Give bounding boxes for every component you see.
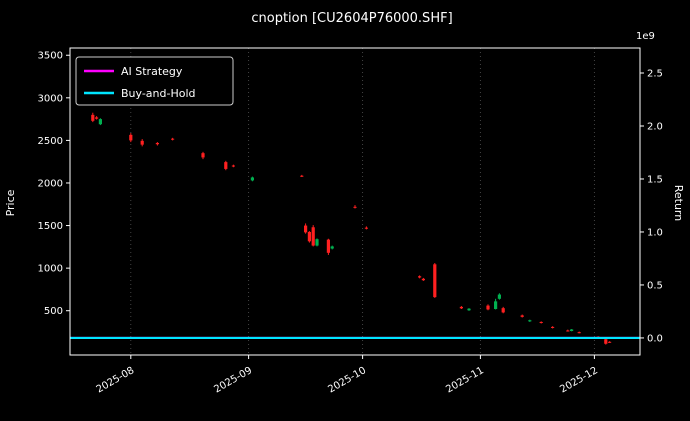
candle-body bbox=[520, 315, 524, 317]
left-tick-label: 2500 bbox=[38, 136, 63, 147]
candle-body bbox=[551, 326, 555, 328]
candle-body bbox=[421, 278, 425, 281]
candle-body bbox=[494, 301, 498, 310]
right-axis-label: Return bbox=[672, 185, 685, 222]
candle-body bbox=[570, 329, 574, 331]
candle-body bbox=[501, 308, 505, 313]
right-tick-label: 0.5 bbox=[647, 280, 663, 291]
candle-body bbox=[433, 264, 437, 298]
plot-border bbox=[69, 47, 641, 356]
candle-body bbox=[311, 227, 315, 246]
candle-body bbox=[231, 165, 235, 167]
candle-body bbox=[459, 306, 463, 309]
candle-body bbox=[528, 320, 532, 322]
candle-body bbox=[486, 305, 490, 310]
candle-body bbox=[201, 153, 205, 158]
right-tick-label: 1.5 bbox=[647, 174, 663, 185]
candle-body bbox=[224, 162, 228, 169]
candle-body bbox=[577, 332, 581, 334]
candle-body bbox=[353, 206, 357, 208]
candle-body bbox=[326, 239, 330, 253]
right-tick-label: 1.0 bbox=[647, 227, 663, 238]
candle-body bbox=[250, 177, 254, 181]
candle-body bbox=[497, 294, 501, 299]
candle-body bbox=[418, 276, 422, 278]
right-tick-label: 0.0 bbox=[647, 333, 663, 344]
left-tick-label: 3000 bbox=[38, 93, 63, 104]
candle-body bbox=[539, 321, 543, 323]
candle-body bbox=[566, 330, 570, 332]
x-tick-label: 2025-11 bbox=[444, 365, 486, 395]
right-tick-label: 2.5 bbox=[647, 69, 663, 80]
right-tick-label: 2.0 bbox=[647, 121, 663, 132]
legend-label-ai-strategy: AI Strategy bbox=[121, 65, 183, 78]
left-tick-label: 2000 bbox=[38, 178, 63, 189]
x-tick-label: 2025-09 bbox=[212, 365, 254, 395]
x-tick-label: 2025-10 bbox=[326, 365, 368, 395]
candle-body bbox=[91, 114, 95, 121]
right-axis-offset-label: 1e9 bbox=[636, 31, 655, 42]
candle-body bbox=[467, 308, 471, 311]
candle-body bbox=[171, 138, 175, 140]
left-axis-label: Price bbox=[4, 189, 17, 216]
candle-body bbox=[604, 339, 608, 344]
candle-body bbox=[364, 227, 368, 229]
legend: AI Strategy Buy-and-Hold bbox=[75, 56, 234, 106]
candle-body bbox=[304, 225, 308, 233]
candle-body bbox=[300, 175, 304, 177]
left-tick-label: 3500 bbox=[38, 51, 63, 62]
legend-box bbox=[75, 56, 234, 106]
left-tick-label: 1000 bbox=[38, 264, 63, 275]
legend-label-buy-and-hold: Buy-and-Hold bbox=[121, 87, 196, 100]
candle-body bbox=[307, 231, 311, 242]
candle-body bbox=[140, 140, 144, 145]
x-tick-label: 2025-08 bbox=[95, 365, 137, 395]
left-tick-label: 1500 bbox=[38, 221, 63, 232]
candle-body bbox=[98, 119, 102, 125]
candle-body bbox=[155, 142, 159, 145]
x-tick-label: 2025-12 bbox=[558, 365, 600, 395]
candle-body bbox=[315, 239, 319, 246]
candle-body bbox=[330, 246, 334, 249]
chart-title: cnoption [CU2604P76000.SHF] bbox=[251, 11, 452, 26]
left-tick-label: 500 bbox=[44, 306, 63, 317]
candle-body bbox=[129, 134, 133, 141]
candle-body bbox=[608, 341, 612, 343]
plot-area bbox=[70, 48, 640, 355]
candle-body bbox=[95, 117, 99, 119]
